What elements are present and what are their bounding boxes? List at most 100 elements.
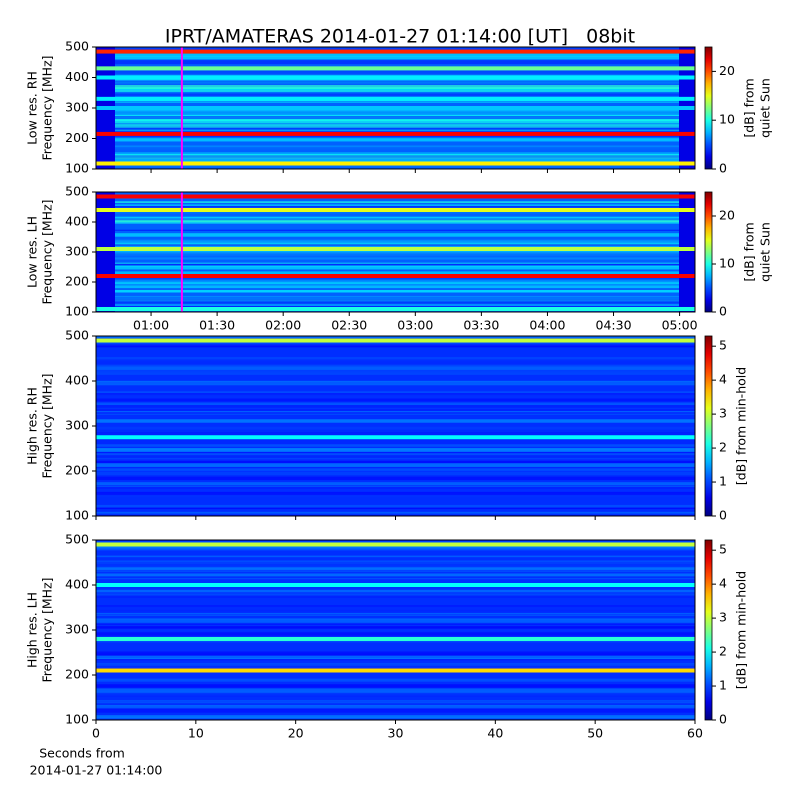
- heatmap-texture: [96, 101, 695, 103]
- heatmap-texture: [96, 463, 695, 468]
- y-axis-label: Low res. LH: [25, 216, 40, 288]
- heatmap-texture: [96, 609, 695, 612]
- heatmap-texture: [96, 158, 695, 163]
- heatmap-texture: [96, 658, 695, 661]
- heatmap-texture: [96, 280, 695, 285]
- heatmap-texture: [96, 569, 695, 572]
- emission-band: [96, 338, 695, 343]
- heatmap-texture: [96, 265, 695, 270]
- heatmap-texture: [96, 504, 695, 508]
- colorbar: [704, 335, 713, 517]
- heatmap-texture: [96, 381, 695, 385]
- heatmap-texture: [96, 632, 695, 636]
- heatmap-texture: [96, 71, 695, 75]
- colorbar-tick-label: 1: [719, 474, 727, 489]
- heatmap-texture: [96, 81, 695, 84]
- heatmap-texture: [96, 468, 695, 471]
- heatmap-texture: [96, 233, 695, 237]
- colorbar-label: [dB] from: [742, 222, 757, 281]
- x-axis-label: 2014-01-27 01:14:00: [30, 763, 163, 778]
- y-axis-label: High res. LH: [25, 592, 40, 668]
- heatmap-texture: [96, 253, 695, 257]
- heatmap-texture: [96, 257, 695, 260]
- x-tick-label: 03:00: [397, 318, 433, 333]
- colorbar-label: [dB] from min-hold: [734, 571, 749, 689]
- emission-band: [96, 194, 695, 199]
- heatmap-texture: [96, 155, 695, 158]
- colorbar-tick-label: 10: [719, 256, 735, 271]
- heatmap-texture: [96, 53, 695, 57]
- colorbar-tick-label: 3: [719, 610, 727, 625]
- heatmap-texture: [96, 555, 695, 557]
- heatmap-texture: [96, 413, 695, 415]
- heatmap-texture: [96, 455, 695, 458]
- heatmap-texture: [96, 146, 695, 149]
- x-tick-label: 01:00: [133, 318, 169, 333]
- heatmap-texture: [96, 564, 695, 566]
- colorbar-tick-label: 4: [719, 372, 727, 387]
- heatmap-texture: [96, 263, 695, 266]
- heatmap-texture: [96, 573, 695, 578]
- heatmap-texture: [96, 391, 695, 394]
- heatmap-texture: [96, 482, 695, 486]
- heatmap-texture: [96, 56, 695, 60]
- heatmap-texture: [96, 458, 695, 462]
- heatmap-texture: [96, 711, 695, 713]
- heatmap-texture: [96, 561, 695, 564]
- y-tick-label: 100: [65, 712, 89, 727]
- heatmap-texture: [96, 651, 695, 655]
- heatmap-texture: [96, 244, 695, 247]
- heatmap-texture: [96, 715, 695, 719]
- heatmap-texture: [96, 85, 695, 89]
- plot-area: [96, 47, 695, 169]
- heatmap-texture: [96, 300, 695, 305]
- heatmap-texture: [96, 259, 695, 261]
- y-axis-label: Low res. RH: [25, 71, 40, 145]
- heatmap-texture: [96, 440, 695, 445]
- heatmap-texture: [96, 152, 695, 156]
- heatmap-texture: [96, 210, 695, 215]
- heatmap-texture: [96, 402, 695, 405]
- y-axis-label: High res. RH: [25, 387, 40, 465]
- colorbar-tick-label: 20: [719, 208, 735, 223]
- heatmap-texture: [96, 222, 695, 224]
- y-tick-label: 500: [65, 532, 89, 547]
- heatmap-texture: [96, 115, 695, 120]
- y-axis-label: Frequency [MHz]: [40, 199, 55, 304]
- colorbar: [704, 539, 713, 721]
- colorbar-tick-label: 3: [719, 406, 727, 421]
- colorbar-label: quiet Sun: [758, 222, 773, 282]
- plot-area: [96, 336, 695, 516]
- heatmap-texture: [96, 492, 695, 496]
- heatmap-texture: [96, 566, 695, 570]
- heatmap-texture: [96, 460, 695, 464]
- heatmap-texture: [96, 619, 695, 623]
- y-tick-label: 300: [65, 622, 89, 637]
- emission-band: [96, 274, 695, 278]
- heatmap-texture: [96, 595, 695, 598]
- heatmap-texture: [96, 426, 695, 430]
- plot-area: [96, 192, 695, 312]
- heatmap-texture: [96, 229, 695, 231]
- emission-band: [96, 435, 695, 440]
- heatmap-texture: [96, 113, 695, 117]
- heatmap-texture: [96, 288, 695, 290]
- x-tick-label: 50: [587, 726, 603, 741]
- y-axis-label: Frequency [MHz]: [40, 373, 55, 478]
- colorbar-tick-label: 0: [719, 304, 727, 319]
- heatmap-texture: [96, 452, 695, 455]
- colorbar: [704, 46, 713, 170]
- heatmap-texture: [96, 216, 695, 219]
- y-tick-label: 500: [65, 328, 89, 343]
- colorbar-tick-label: 0: [719, 712, 727, 727]
- colorbar-tick-label: 2: [719, 644, 727, 659]
- heatmap-texture: [96, 119, 695, 121]
- heatmap-texture: [96, 365, 695, 369]
- y-tick-label: 200: [65, 274, 89, 289]
- heatmap-texture: [96, 47, 695, 51]
- heatmap-texture: [96, 408, 695, 412]
- heatmap-texture: [96, 623, 695, 625]
- x-tick-label: 04:30: [596, 318, 632, 333]
- data-gap: [679, 192, 695, 312]
